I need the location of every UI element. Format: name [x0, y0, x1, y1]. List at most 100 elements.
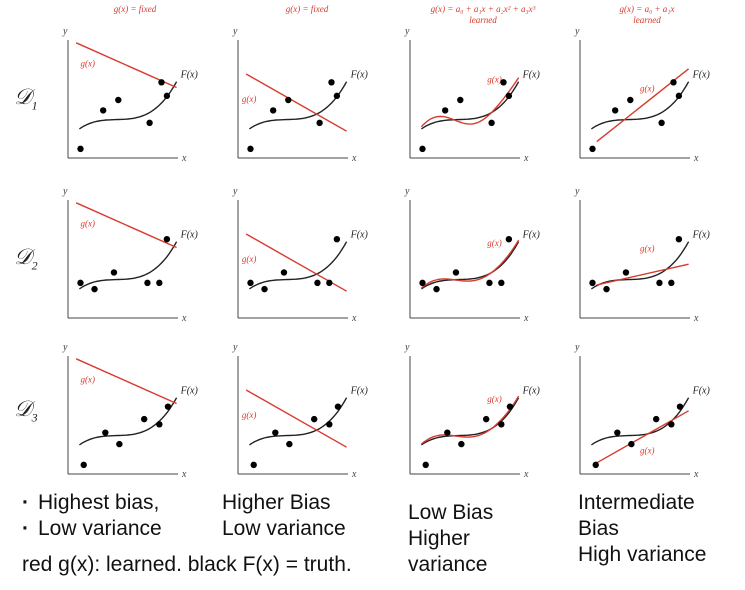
data-point [506, 403, 514, 410]
y-axis-label: y [232, 186, 238, 197]
bullet-icon: · [22, 491, 29, 514]
data-point [614, 429, 621, 436]
y-axis-label: y [62, 342, 68, 353]
data-point [110, 269, 118, 276]
model-g-curve [420, 77, 520, 128]
model-g-curve [245, 73, 347, 132]
true-function-curve [421, 241, 520, 290]
panel-r2-c3: y x F(x) g(x) [404, 186, 540, 324]
note-col3: Low Bias Higher variance [408, 500, 493, 578]
note-col1-line1: · Highest bias, [22, 491, 160, 514]
note-col1: · Highest bias, · Low variance [22, 490, 162, 542]
model-g-label: g(x) [487, 238, 502, 248]
column-header-fixed-2: g(x) = fixed [232, 4, 382, 15]
true-function-curve [249, 241, 348, 290]
panel-r2-c1: y x F(x) g(x) [62, 186, 198, 324]
data-point [668, 279, 675, 287]
true-function-curve [249, 397, 348, 446]
true-function-curve [249, 81, 348, 130]
data-point [146, 119, 153, 127]
model-g-label: g(x) [242, 254, 257, 264]
model-g-label: g(x) [487, 75, 502, 85]
true-function-label: F(x) [692, 230, 711, 241]
model-g-curve [420, 395, 520, 445]
true-function-label: F(x) [180, 386, 199, 397]
data-point [314, 279, 321, 287]
data-point [592, 461, 599, 469]
data-point [622, 269, 630, 276]
model-g-curve [75, 202, 177, 249]
panel-r1-c1: y x F(x) g(x) [62, 26, 198, 164]
data-point [247, 279, 254, 287]
note-col3-line3: variance [408, 553, 488, 576]
bias-variance-panels: y x F(x) g(x) y x F(x) g(x) y x F(x) g(x) y x F(x) g(x)… [62, 26, 711, 480]
column-header-line2: learned [633, 15, 661, 25]
column-header-cubic: g(x) = a₀ + a₁x + a₂x² + a₃x³ learned [398, 4, 568, 26]
data-point [628, 440, 635, 448]
row-label-sub: 3 [31, 410, 38, 425]
model-g-curve [75, 358, 177, 405]
y-axis-label: y [404, 342, 410, 353]
column-header-fixed-1: g(x) = fixed [60, 4, 210, 15]
data-point [458, 440, 465, 448]
data-point [91, 285, 98, 293]
model-g-label: g(x) [80, 375, 95, 385]
x-axis-label: x [351, 313, 357, 324]
data-point [311, 415, 318, 423]
model-g-curve [245, 389, 347, 448]
data-point [334, 403, 342, 410]
x-axis-label: x [351, 469, 357, 480]
note-col1-line2: · Low variance [22, 517, 162, 540]
data-point [500, 79, 507, 86]
bullet-icon: · [22, 517, 29, 540]
y-axis-label: y [574, 26, 580, 37]
column-header-line1: g(x) = a₀ + a₁x [619, 4, 675, 14]
x-axis-label: x [693, 313, 699, 324]
model-g-label: g(x) [242, 410, 257, 420]
column-header-line1: g(x) = fixed [285, 4, 329, 14]
data-point [653, 415, 660, 423]
row-label-main: 𝒟 [14, 84, 32, 109]
data-point [326, 421, 333, 428]
row-label-sub: 2 [31, 258, 38, 273]
model-g-curve [420, 239, 520, 289]
data-point [163, 236, 171, 243]
note-col3-line1: Low Bias [408, 501, 494, 524]
data-point [452, 269, 460, 276]
data-point [250, 461, 257, 469]
column-header-line1: g(x) = a₀ + a₁x + a₂x² + a₃x³ [430, 4, 536, 14]
row-label-d1: 𝒟1 [14, 84, 38, 113]
row-label-main: 𝒟 [14, 396, 32, 421]
data-point [99, 107, 107, 114]
data-point [433, 285, 440, 293]
data-point [156, 421, 163, 428]
panel-r3-c2: y x F(x) g(x) [232, 342, 368, 480]
data-point [144, 279, 151, 287]
model-g-label: g(x) [242, 94, 257, 104]
row-label-d2: 𝒟2 [14, 244, 38, 273]
data-point [164, 403, 172, 410]
model-g-label: g(x) [80, 59, 95, 69]
y-axis-label: y [574, 186, 580, 197]
row-label-sub: 1 [31, 98, 38, 113]
model-g-label: g(x) [487, 394, 502, 404]
y-axis-label: y [404, 26, 410, 37]
data-point [261, 285, 268, 293]
data-point [656, 279, 663, 287]
true-function-label: F(x) [180, 230, 199, 241]
data-point [116, 440, 123, 448]
true-function-label: F(x) [692, 70, 711, 81]
data-point [444, 429, 451, 436]
data-point [627, 96, 634, 104]
data-point [156, 279, 163, 287]
column-header-linear: g(x) = a₀ + a₁x learned [572, 4, 722, 26]
row-label-main: 𝒟 [14, 244, 32, 269]
data-point [158, 79, 165, 86]
data-point [457, 96, 464, 104]
note-col2: Higher Bias Low variance [222, 490, 346, 542]
x-axis-label: x [523, 313, 529, 324]
model-g-label: g(x) [640, 244, 655, 254]
data-point [483, 415, 490, 423]
panel-r3-c1: y x F(x) g(x) [62, 342, 198, 480]
model-g-label: g(x) [80, 219, 95, 229]
